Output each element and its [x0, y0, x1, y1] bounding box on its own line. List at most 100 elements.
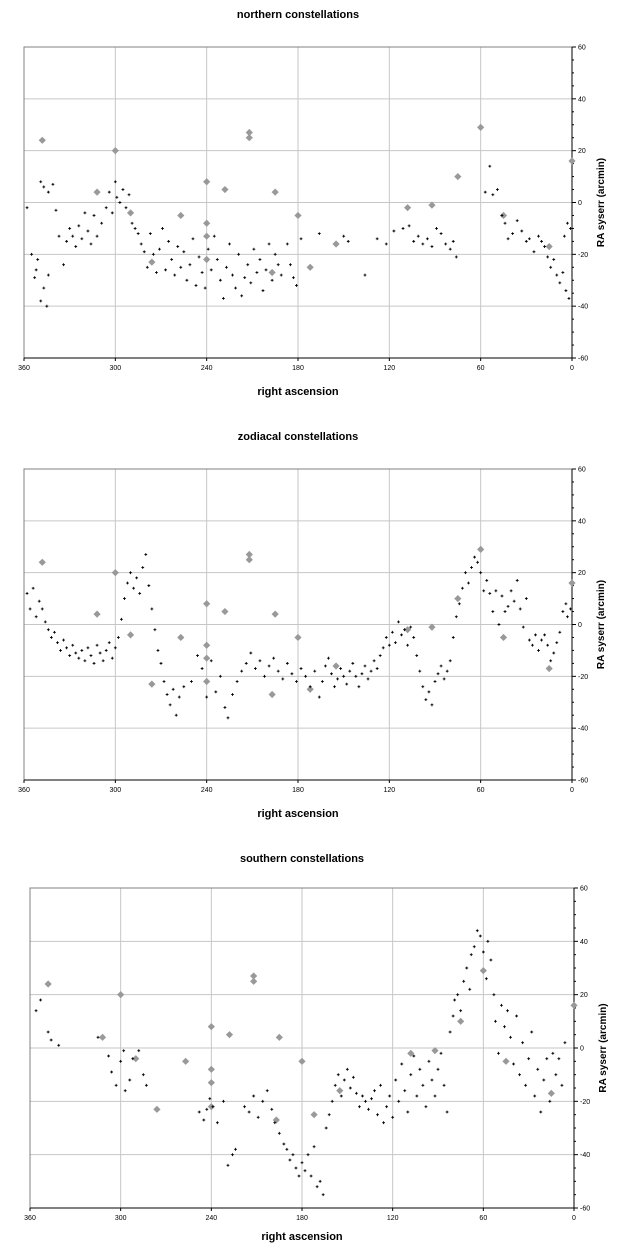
x-tick-label: 360	[24, 1215, 36, 1222]
data-point-cross	[445, 669, 449, 673]
data-point-cross	[439, 1051, 443, 1055]
data-point-cross	[379, 1083, 382, 1087]
data-point-cross	[425, 237, 429, 241]
data-point-cross	[40, 607, 44, 611]
data-point-cross	[569, 607, 572, 611]
data-point-cross	[182, 685, 186, 689]
series-grey-diamonds	[38, 545, 576, 699]
data-point-cross	[179, 265, 183, 269]
data-point-cross	[36, 258, 40, 261]
data-point-cross	[473, 555, 476, 559]
data-point-cross	[51, 182, 55, 186]
data-point-cross	[89, 242, 93, 246]
data-point-cross	[403, 628, 406, 632]
data-point-cross	[515, 219, 519, 223]
data-point-cross	[288, 263, 292, 267]
data-point-diamond	[454, 172, 462, 181]
data-point-cross	[43, 620, 47, 624]
data-point-cross	[509, 1035, 512, 1039]
data-point-cross	[276, 669, 280, 673]
data-point-cross	[208, 1097, 212, 1101]
data-point-cross	[46, 190, 50, 194]
data-point-cross	[358, 1105, 361, 1109]
data-point-cross	[376, 1113, 379, 1117]
data-point-diamond	[294, 633, 302, 642]
x-tick-label: 0	[570, 365, 574, 372]
data-point-diamond	[272, 1116, 280, 1124]
data-point-cross	[170, 258, 174, 261]
data-point-cross	[442, 1083, 446, 1087]
data-point-cross	[339, 667, 343, 670]
data-point-cross	[549, 265, 553, 269]
data-point-cross	[363, 664, 367, 668]
data-point-cross	[551, 1051, 555, 1055]
data-point-diamond	[250, 972, 258, 980]
data-point-cross	[418, 1067, 422, 1071]
data-point-cross	[468, 987, 472, 991]
data-point-cross	[231, 273, 234, 277]
data-point-cross	[392, 229, 396, 233]
data-point-cross	[252, 1094, 256, 1098]
data-point-cross	[185, 278, 189, 282]
data-point-cross	[129, 571, 132, 575]
data-point-cross	[560, 1083, 564, 1087]
data-point-diamond	[336, 1087, 344, 1095]
data-point-cross	[89, 654, 93, 657]
data-point-diamond	[132, 1055, 140, 1063]
data-point-diamond	[499, 633, 508, 642]
data-point-cross	[524, 597, 528, 600]
data-point-cross	[282, 1142, 286, 1146]
y-tick-label: -20	[578, 252, 588, 259]
data-point-cross	[327, 656, 330, 660]
x-tick-label: 60	[477, 787, 485, 794]
y-tick-label: 20	[580, 992, 588, 999]
x-tick-label: 120	[383, 365, 395, 372]
data-point-cross	[202, 1118, 206, 1122]
data-point-cross	[448, 659, 452, 663]
x-tick-label: 180	[296, 1215, 308, 1222]
data-point-cross	[258, 258, 262, 261]
data-point-cross	[346, 239, 350, 243]
data-point-cross	[264, 268, 268, 272]
data-point-cross	[518, 607, 522, 611]
data-point-cross	[71, 234, 75, 238]
data-point-cross	[114, 1083, 118, 1087]
data-point-cross	[86, 646, 90, 650]
data-point-cross	[299, 667, 303, 670]
data-point-cross	[206, 247, 210, 251]
data-point-diamond	[177, 633, 185, 642]
data-point-cross	[171, 687, 175, 691]
chart-title: southern constellations	[240, 853, 364, 865]
data-point-cross	[100, 221, 104, 225]
data-point-cross	[270, 278, 274, 282]
data-point-cross	[320, 680, 324, 683]
data-point-cross	[226, 1163, 230, 1167]
data-point-diamond	[111, 569, 119, 577]
x-tick-label: 120	[387, 1215, 399, 1222]
data-point-cross	[433, 1094, 437, 1098]
data-point-cross	[406, 643, 409, 647]
data-point-cross	[355, 1091, 358, 1095]
data-point-cross	[536, 1067, 540, 1071]
data-point-diamond	[148, 258, 156, 266]
data-point-cross	[243, 1105, 246, 1109]
data-point-cross	[472, 945, 476, 949]
data-point-cross	[494, 1019, 497, 1023]
data-point-cross	[317, 695, 321, 699]
data-point-cross	[300, 1161, 304, 1165]
data-point-cross	[333, 1083, 337, 1087]
y-tick-label: 20	[578, 148, 586, 155]
y-tick-label: 60	[578, 467, 586, 474]
data-point-cross	[324, 1126, 328, 1130]
data-point-cross	[176, 245, 180, 248]
data-point-cross	[543, 245, 546, 248]
data-point-cross	[132, 586, 135, 590]
data-point-cross	[511, 232, 515, 235]
data-point-diamond	[245, 134, 253, 142]
y-tick-label: 40	[578, 96, 586, 103]
data-point-cross	[564, 289, 568, 293]
data-point-cross	[566, 221, 569, 225]
data-point-cross	[540, 239, 543, 243]
data-point-cross	[549, 659, 553, 663]
data-point-cross	[244, 661, 248, 665]
